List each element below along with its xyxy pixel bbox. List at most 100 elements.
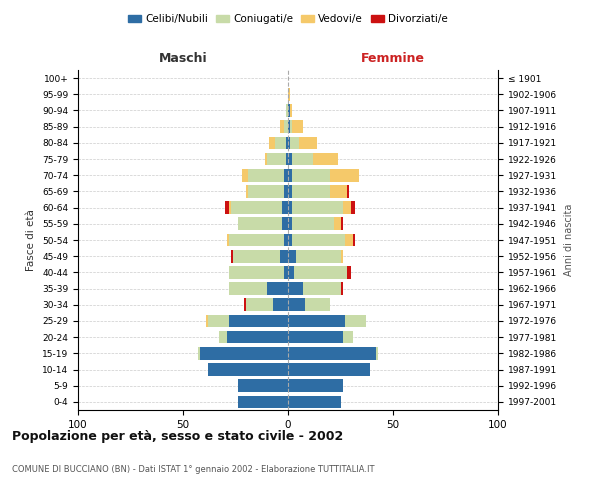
- Bar: [343, 331, 353, 344]
- Bar: [269, 136, 275, 149]
- Text: Maschi: Maschi: [158, 52, 208, 65]
- Bar: [288, 314, 345, 328]
- Bar: [282, 202, 288, 214]
- Bar: [288, 363, 370, 376]
- Bar: [288, 202, 292, 214]
- Bar: [208, 314, 229, 328]
- Bar: [274, 298, 288, 311]
- Bar: [284, 169, 288, 181]
- Bar: [288, 104, 290, 117]
- Y-axis label: Anni di nascita: Anni di nascita: [564, 204, 574, 276]
- Bar: [206, 314, 208, 328]
- Bar: [232, 202, 282, 214]
- Bar: [292, 202, 343, 214]
- Bar: [229, 202, 232, 214]
- Bar: [284, 266, 288, 278]
- Bar: [275, 136, 286, 149]
- Bar: [200, 347, 288, 360]
- Y-axis label: Fasce di età: Fasce di età: [26, 209, 37, 271]
- Bar: [288, 185, 292, 198]
- Bar: [288, 282, 303, 295]
- Bar: [284, 234, 288, 246]
- Bar: [280, 120, 284, 133]
- Bar: [330, 185, 347, 198]
- Bar: [244, 298, 246, 311]
- Bar: [218, 331, 227, 344]
- Bar: [286, 136, 288, 149]
- Bar: [341, 250, 343, 262]
- Bar: [288, 152, 292, 166]
- Bar: [288, 169, 292, 181]
- Bar: [343, 202, 351, 214]
- Bar: [341, 218, 343, 230]
- Bar: [208, 363, 288, 376]
- Bar: [288, 331, 343, 344]
- Bar: [288, 218, 292, 230]
- Bar: [288, 347, 376, 360]
- Bar: [296, 250, 341, 262]
- Bar: [227, 234, 229, 246]
- Bar: [290, 136, 299, 149]
- Bar: [238, 380, 288, 392]
- Bar: [246, 298, 274, 311]
- Bar: [292, 218, 334, 230]
- Bar: [248, 185, 284, 198]
- Bar: [229, 282, 267, 295]
- Bar: [225, 202, 229, 214]
- Bar: [288, 380, 343, 392]
- Bar: [376, 347, 379, 360]
- Bar: [288, 250, 296, 262]
- Bar: [305, 298, 330, 311]
- Bar: [345, 234, 353, 246]
- Bar: [286, 104, 288, 117]
- Bar: [242, 169, 248, 181]
- Bar: [233, 250, 280, 262]
- Bar: [267, 152, 286, 166]
- Bar: [292, 152, 313, 166]
- Bar: [290, 104, 292, 117]
- Bar: [227, 331, 288, 344]
- Bar: [288, 120, 290, 133]
- Bar: [229, 266, 284, 278]
- Bar: [345, 314, 366, 328]
- Bar: [299, 136, 317, 149]
- Bar: [265, 152, 267, 166]
- Bar: [280, 250, 288, 262]
- Text: Femmine: Femmine: [361, 52, 425, 65]
- Bar: [313, 152, 338, 166]
- Bar: [238, 218, 282, 230]
- Bar: [248, 169, 284, 181]
- Bar: [347, 266, 351, 278]
- Bar: [288, 136, 290, 149]
- Bar: [229, 314, 288, 328]
- Bar: [246, 185, 248, 198]
- Bar: [292, 185, 330, 198]
- Bar: [290, 120, 292, 133]
- Bar: [292, 169, 330, 181]
- Bar: [288, 88, 290, 101]
- Bar: [353, 234, 355, 246]
- Text: Popolazione per età, sesso e stato civile - 2002: Popolazione per età, sesso e stato civil…: [12, 430, 343, 443]
- Bar: [330, 169, 359, 181]
- Bar: [232, 250, 233, 262]
- Bar: [284, 120, 288, 133]
- Bar: [288, 298, 305, 311]
- Bar: [198, 347, 200, 360]
- Legend: Celibi/Nubili, Coniugati/e, Vedovi/e, Divorziati/e: Celibi/Nubili, Coniugati/e, Vedovi/e, Di…: [124, 10, 452, 29]
- Bar: [284, 185, 288, 198]
- Bar: [341, 282, 343, 295]
- Bar: [303, 282, 341, 295]
- Text: COMUNE DI BUCCIANO (BN) - Dati ISTAT 1° gennaio 2002 - Elaborazione TUTTITALIA.I: COMUNE DI BUCCIANO (BN) - Dati ISTAT 1° …: [12, 465, 374, 474]
- Bar: [295, 266, 347, 278]
- Bar: [286, 152, 288, 166]
- Bar: [288, 266, 295, 278]
- Bar: [288, 396, 341, 408]
- Bar: [288, 234, 292, 246]
- Bar: [282, 218, 288, 230]
- Bar: [347, 185, 349, 198]
- Bar: [267, 282, 288, 295]
- Bar: [229, 234, 284, 246]
- Bar: [351, 202, 355, 214]
- Bar: [334, 218, 341, 230]
- Bar: [292, 120, 303, 133]
